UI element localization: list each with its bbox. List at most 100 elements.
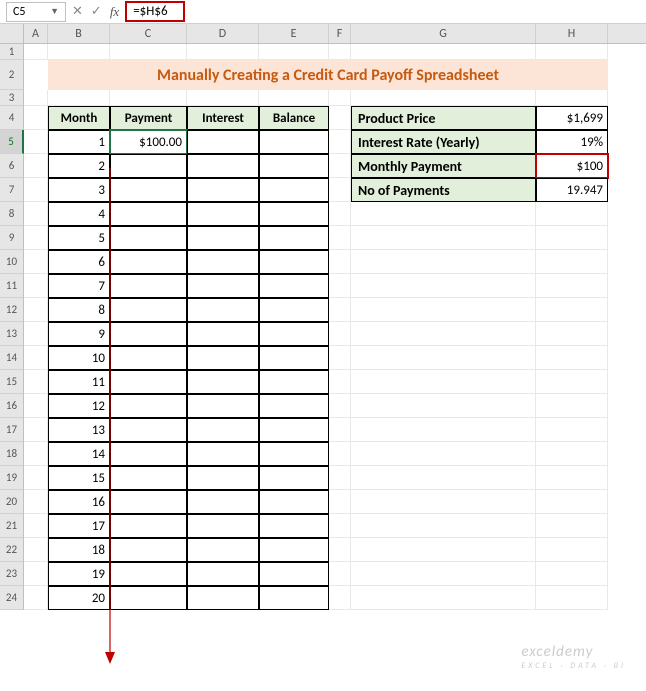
cell[interactable] xyxy=(110,154,187,178)
select-all-corner[interactable] xyxy=(0,24,24,43)
cell[interactable] xyxy=(351,466,536,490)
cell[interactable] xyxy=(187,466,259,490)
cell[interactable] xyxy=(24,130,48,154)
cell[interactable] xyxy=(351,394,536,418)
cell[interactable] xyxy=(110,44,187,60)
cell[interactable] xyxy=(329,274,351,298)
row-header[interactable]: 3 xyxy=(0,90,24,106)
month-cell[interactable]: 3 xyxy=(48,178,110,202)
cell[interactable] xyxy=(329,44,351,60)
cell[interactable] xyxy=(187,322,259,346)
cell[interactable] xyxy=(536,586,608,610)
col-header[interactable]: F xyxy=(329,24,351,43)
row-header[interactable]: 16 xyxy=(0,394,24,418)
cell[interactable] xyxy=(351,274,536,298)
row-header[interactable]: 10 xyxy=(0,250,24,274)
cell[interactable] xyxy=(536,298,608,322)
col-header[interactable]: D xyxy=(187,24,259,43)
row-header[interactable]: 22 xyxy=(0,538,24,562)
row-header[interactable]: 24 xyxy=(0,586,24,610)
cell[interactable] xyxy=(24,442,48,466)
cell[interactable] xyxy=(329,370,351,394)
cell[interactable] xyxy=(259,538,329,562)
cell[interactable] xyxy=(187,514,259,538)
cell[interactable] xyxy=(187,226,259,250)
cell[interactable] xyxy=(351,250,536,274)
cell[interactable] xyxy=(110,274,187,298)
cell[interactable] xyxy=(351,298,536,322)
cell[interactable] xyxy=(351,514,536,538)
cell[interactable] xyxy=(536,418,608,442)
cell[interactable] xyxy=(110,322,187,346)
month-cell[interactable]: 7 xyxy=(48,274,110,298)
cell[interactable] xyxy=(24,44,48,60)
month-cell[interactable]: 4 xyxy=(48,202,110,226)
cell[interactable] xyxy=(187,154,259,178)
row-header[interactable]: 14 xyxy=(0,346,24,370)
cell[interactable] xyxy=(329,586,351,610)
cell[interactable] xyxy=(536,514,608,538)
row-header[interactable]: 15 xyxy=(0,370,24,394)
month-cell[interactable]: 6 xyxy=(48,250,110,274)
cell[interactable] xyxy=(259,394,329,418)
col-header[interactable]: B xyxy=(48,24,110,43)
cell[interactable] xyxy=(259,130,329,154)
cell[interactable] xyxy=(110,514,187,538)
cell[interactable] xyxy=(536,226,608,250)
cell[interactable] xyxy=(259,274,329,298)
cell[interactable] xyxy=(24,394,48,418)
cell[interactable] xyxy=(536,346,608,370)
row-header[interactable]: 2 xyxy=(0,60,24,90)
col-header[interactable]: A xyxy=(24,24,48,43)
cell[interactable] xyxy=(536,538,608,562)
cell[interactable] xyxy=(329,154,351,178)
cell[interactable] xyxy=(187,538,259,562)
month-cell[interactable]: 19 xyxy=(48,562,110,586)
cell[interactable] xyxy=(187,562,259,586)
cell[interactable] xyxy=(110,346,187,370)
cell[interactable] xyxy=(329,394,351,418)
cell[interactable] xyxy=(536,490,608,514)
cell[interactable] xyxy=(351,586,536,610)
side-value-highlight[interactable]: $100 xyxy=(536,154,608,178)
row-header[interactable]: 11 xyxy=(0,274,24,298)
row-header[interactable]: 13 xyxy=(0,322,24,346)
cell[interactable] xyxy=(536,370,608,394)
side-label[interactable]: No of Payments xyxy=(351,178,536,202)
chevron-down-icon[interactable]: ▼ xyxy=(50,6,59,17)
cell[interactable] xyxy=(351,562,536,586)
cell[interactable] xyxy=(24,346,48,370)
cell[interactable] xyxy=(48,90,110,106)
cell[interactable] xyxy=(24,226,48,250)
cell[interactable] xyxy=(536,466,608,490)
cell[interactable] xyxy=(329,226,351,250)
col-payment[interactable]: Payment xyxy=(110,106,187,130)
cell[interactable] xyxy=(259,370,329,394)
cell[interactable] xyxy=(536,394,608,418)
cell[interactable] xyxy=(187,298,259,322)
row-header[interactable]: 4 xyxy=(0,106,24,130)
month-cell[interactable]: 12 xyxy=(48,394,110,418)
cell[interactable] xyxy=(187,490,259,514)
cell[interactable] xyxy=(536,44,608,60)
cell[interactable] xyxy=(187,130,259,154)
cell[interactable] xyxy=(259,202,329,226)
cell[interactable] xyxy=(24,418,48,442)
cell[interactable] xyxy=(187,370,259,394)
cell[interactable] xyxy=(351,418,536,442)
cell[interactable] xyxy=(329,130,351,154)
cell[interactable] xyxy=(187,346,259,370)
cell[interactable] xyxy=(259,490,329,514)
col-header[interactable]: C xyxy=(110,24,187,43)
cell[interactable] xyxy=(536,274,608,298)
cell[interactable] xyxy=(259,322,329,346)
cell[interactable] xyxy=(24,370,48,394)
cell[interactable] xyxy=(351,202,536,226)
cell[interactable] xyxy=(110,394,187,418)
row-header[interactable]: 5 xyxy=(0,130,24,154)
cell[interactable] xyxy=(259,298,329,322)
cell[interactable] xyxy=(110,418,187,442)
row-header[interactable]: 18 xyxy=(0,442,24,466)
row-header[interactable]: 12 xyxy=(0,298,24,322)
cell[interactable] xyxy=(329,514,351,538)
